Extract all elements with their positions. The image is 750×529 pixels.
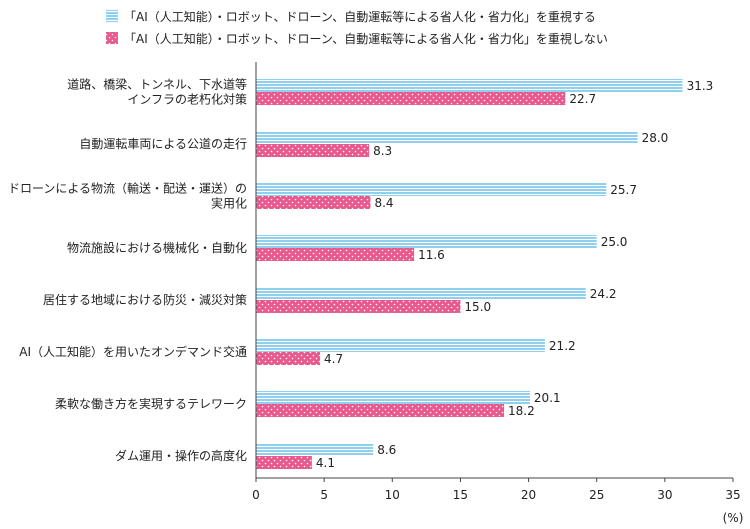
- bar-series-2-5: [256, 352, 321, 365]
- value-label-series-2-4: 15.0: [464, 300, 491, 314]
- value-label-series-1-4: 24.2: [590, 287, 617, 301]
- category-label-0-line-1: インフラの老朽化対策: [127, 93, 247, 107]
- bar-series-2-3: [256, 248, 415, 261]
- category-label-3: 物流施設における機械化・自動化: [67, 240, 247, 255]
- legend-swatch-series-2: [106, 32, 118, 44]
- bar-series-1-0: [256, 79, 683, 92]
- legend-label-series-2: 「AI（人工知能）・ロボット、ドローン、自動運転等による省人化・省力化」を重視し…: [124, 31, 608, 46]
- category-label-2-line-1: 実用化: [211, 196, 247, 211]
- bar-series-2-7: [256, 456, 312, 469]
- category-label-5: AI（人工知能）を用いたオンデマンド交通: [19, 344, 247, 359]
- category-label-7: ダム運用・操作の高度化: [115, 448, 247, 463]
- value-label-series-2-7: 4.1: [316, 456, 335, 470]
- category-label-1: 自動運転車両による公道の走行: [79, 137, 247, 151]
- value-label-series-1-3: 25.0: [601, 235, 628, 249]
- legend-label-series-1: 「AI（人工知能）・ロボット、ドローン、自動運転等による省人化・省力化」を重視す…: [124, 9, 596, 24]
- value-label-series-1-2: 25.7: [610, 183, 637, 197]
- category-label-2-line-0: ドローンによる物流（輸送・配送・運送）の: [8, 181, 247, 196]
- value-label-series-1-6: 20.1: [534, 391, 561, 405]
- value-label-series-1-5: 21.2: [549, 339, 576, 353]
- bar-series-1-6: [256, 391, 530, 404]
- x-tick-label-2: 10: [385, 488, 400, 502]
- bar-series-2-0: [256, 92, 566, 105]
- value-label-series-1-1: 28.0: [642, 131, 669, 145]
- value-label-series-1-7: 8.6: [377, 443, 396, 457]
- bar-series-2-6: [256, 404, 505, 417]
- x-axis-unit: (%): [723, 511, 744, 525]
- x-tick-label-3: 15: [453, 488, 468, 502]
- value-label-series-2-2: 8.4: [374, 196, 393, 210]
- bar-series-2-2: [256, 196, 371, 209]
- value-label-series-2-6: 18.2: [508, 404, 535, 418]
- x-tick-label-1: 5: [320, 488, 328, 502]
- value-label-series-2-1: 8.3: [373, 144, 392, 158]
- category-label-4: 居住する地域における防災・減災対策: [43, 292, 247, 307]
- value-label-series-2-0: 22.7: [569, 92, 596, 106]
- bar-series-1-3: [256, 235, 597, 248]
- bar-series-1-5: [256, 339, 545, 352]
- x-tick-label-5: 25: [589, 488, 604, 502]
- x-tick-label-0: 0: [252, 488, 260, 502]
- x-tick-label-4: 20: [521, 488, 536, 502]
- bar-series-1-2: [256, 183, 607, 196]
- category-label-6: 柔軟な働き方を実現するテレワーク: [55, 396, 247, 411]
- category-label-0-line-0: 道路、橋梁、トンネル、下水道等: [67, 77, 247, 92]
- value-label-series-2-5: 4.7: [324, 352, 343, 366]
- bar-series-1-1: [256, 131, 638, 144]
- value-label-series-2-3: 11.6: [418, 248, 445, 262]
- bar-series-2-4: [256, 300, 461, 313]
- bar-series-1-4: [256, 287, 586, 300]
- bar-series-1-7: [256, 443, 374, 456]
- legend: 「AI（人工知能）・ロボット、ドローン、自動運転等による省人化・省力化」を重視す…: [106, 9, 608, 46]
- bar-series-2-1: [256, 144, 370, 157]
- value-label-series-1-0: 31.3: [687, 79, 714, 93]
- legend-swatch-series-1: [106, 10, 118, 22]
- x-tick-label-7: 35: [725, 488, 740, 502]
- x-tick-label-6: 30: [657, 488, 672, 502]
